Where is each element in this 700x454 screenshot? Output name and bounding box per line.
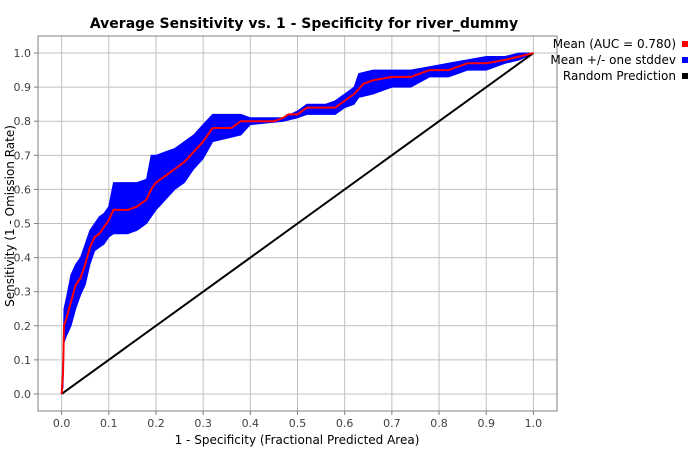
mean-line: [60, 52, 534, 395]
y-tick-label: 0.9: [14, 81, 32, 94]
x-axis-label: 1 - Specificity (Fractional Predicted Ar…: [175, 433, 420, 447]
random-prediction-line: [61, 52, 534, 395]
legend-swatch: [682, 73, 688, 79]
x-tick-label: 0.1: [100, 417, 118, 430]
legend-label: Random Prediction: [563, 69, 676, 83]
x-tick-label: 0.8: [430, 417, 448, 430]
chart-title: Average Sensitivity vs. 1 - Specificity …: [90, 16, 518, 32]
y-tick-label: 0.1: [14, 354, 32, 367]
x-tick-label: 0.3: [194, 417, 212, 430]
y-tick-label: 1.0: [14, 47, 32, 60]
y-tick-label: 0.8: [14, 115, 32, 128]
y-tick-label: 0.3: [14, 286, 32, 299]
plot-area: 0.0 0.1 0.2 0.3 0.4 0.5 0.6 0.7 0.8 0.9 1.0 0.0 0.1 0…: [14, 35, 558, 430]
legend-swatch: [682, 57, 688, 63]
legend-label: Mean +/- one stddev: [550, 53, 676, 67]
legend: Mean (AUC = 0.780) Mean +/- one stddev Ran…: [550, 37, 688, 83]
y-tick-label: 0.7: [14, 149, 32, 162]
y-tick-label: 0.2: [14, 320, 32, 333]
y-tick-label: 0.6: [14, 183, 32, 196]
x-tick-label: 0.0: [53, 417, 71, 430]
x-tick-label: 0.2: [147, 417, 165, 430]
x-tick-label: 0.9: [477, 417, 495, 430]
x-tick-label: 0.7: [383, 417, 401, 430]
y-axis-label: Sensitivity (1 - Omission Rate): [3, 125, 17, 307]
x-tick-label: 0.4: [242, 417, 260, 430]
x-tick-label: 0.5: [289, 417, 307, 430]
y-tick-label: 0.5: [14, 218, 32, 231]
legend-swatch: [682, 41, 688, 47]
x-tick-label: 0.6: [336, 417, 354, 430]
y-tick-label: 0.0: [14, 388, 32, 401]
y-tick-label: 0.4: [14, 252, 32, 265]
legend-label: Mean (AUC = 0.780): [553, 37, 676, 51]
x-tick-label: 1.0: [525, 417, 543, 430]
